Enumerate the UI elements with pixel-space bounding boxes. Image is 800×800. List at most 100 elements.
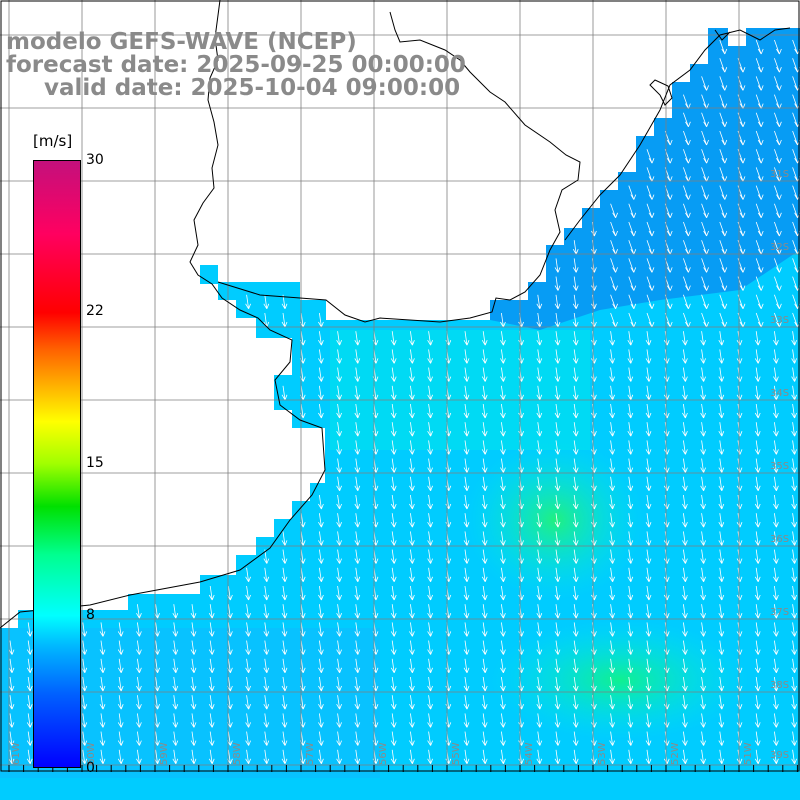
wind-arrow (354, 604, 361, 619)
wind-arrow (390, 422, 397, 437)
wind-arrow (500, 658, 506, 674)
wind-arrow (755, 112, 764, 128)
wind-arrow (719, 276, 728, 291)
wind-arrow (718, 367, 725, 382)
wind-arrow (701, 294, 709, 310)
wind-arrow (208, 622, 215, 637)
wind-arrow (609, 403, 615, 419)
wind-arrow (427, 531, 433, 546)
wind-arrow (682, 549, 688, 564)
wind-arrow (683, 221, 691, 237)
wind-arrow (701, 149, 709, 164)
wind-arrow (263, 640, 270, 655)
wind-arrow (774, 276, 782, 291)
wind-arrow (536, 676, 543, 692)
colorbar (33, 160, 81, 768)
wind-arrow (500, 622, 506, 637)
wind-arrow (682, 349, 688, 364)
wind-arrow (701, 258, 709, 273)
wind-arrow (645, 640, 652, 655)
wind-arrow (610, 203, 618, 219)
wind-arrow (409, 713, 415, 728)
wind-arrow (572, 713, 579, 728)
wind-arrow (774, 221, 782, 237)
wind-arrow (609, 622, 615, 637)
wind-arrow (791, 676, 797, 692)
wind-arrow (627, 567, 634, 583)
wind-arrow (609, 331, 615, 346)
wind-arrow (136, 713, 142, 728)
wind-arrow (463, 731, 470, 746)
wind-arrow (700, 513, 706, 528)
wind-arrow (554, 658, 561, 674)
wind-arrow (718, 349, 725, 364)
wind-arrow (645, 731, 652, 746)
wind-arrow (500, 440, 506, 455)
wind-arrow (773, 713, 779, 728)
wind-arrow (427, 476, 433, 492)
wind-arrow (99, 731, 106, 746)
wind-arrow (500, 567, 506, 583)
wind-arrow (700, 658, 706, 674)
wind-arrow (281, 622, 288, 637)
lon-label: 54W (524, 742, 535, 765)
wind-arrow (700, 622, 706, 637)
wind-arrow (336, 403, 342, 419)
wind-arrow (646, 167, 655, 182)
lat-label: 38S (770, 680, 789, 691)
wind-arrow (481, 604, 488, 619)
wind-arrow (700, 331, 706, 346)
wind-arrow (427, 422, 433, 437)
wind-arrow (390, 476, 397, 492)
wind-arrow (755, 312, 764, 328)
wind-arrow (245, 622, 251, 637)
ocean-jet-1 (465, 440, 645, 600)
wind-arrow (554, 458, 561, 473)
wind-arrow (500, 585, 506, 601)
wind-arrow (354, 458, 361, 473)
wind-arrow (318, 549, 324, 564)
wind-arrow (354, 731, 361, 746)
wind-arrow (336, 749, 342, 765)
wind-arrow (536, 749, 543, 765)
wind-arrow (683, 276, 691, 291)
wind-arrow (718, 658, 725, 674)
wind-arrow (463, 513, 470, 528)
wind-arrow (536, 385, 543, 401)
wind-arrow (354, 585, 361, 601)
wind-arrow (336, 585, 342, 601)
wind-arrow (208, 731, 215, 746)
wind-arrow (318, 604, 324, 619)
wind-arrow (719, 58, 728, 73)
colorbar-tick-label: 15 (86, 455, 104, 471)
wind-arrow (336, 549, 342, 564)
wind-arrow (755, 185, 764, 200)
wind-arrow (627, 403, 634, 419)
wind-arrow (318, 695, 324, 710)
wind-arrow (774, 312, 782, 328)
wind-arrow (390, 403, 397, 419)
plot-frame (0, 0, 800, 772)
wind-arrow (646, 149, 655, 164)
wind-arrow (136, 695, 142, 710)
wind-arrow (281, 567, 288, 583)
wind-arrow (754, 367, 761, 382)
wind-arrow (318, 713, 324, 728)
wind-arrow (627, 676, 634, 692)
wind-arrow (718, 385, 725, 401)
wind-arrow (645, 622, 652, 637)
wind-arrow (354, 349, 361, 364)
wind-arrow (683, 240, 691, 255)
wind-arrow (682, 458, 688, 473)
wind-arrow (773, 349, 779, 364)
wind-arrow (646, 258, 655, 273)
wind-arrow (627, 640, 634, 655)
wind-arrow (554, 622, 561, 637)
wind-arrow (500, 731, 506, 746)
wind-arrow (718, 585, 725, 601)
wind-arrow (773, 513, 779, 528)
wind-arrow (791, 513, 797, 528)
coastline-river-plate (217, 11, 581, 323)
wind-arrow (136, 658, 142, 674)
wind-arrow (791, 531, 797, 546)
